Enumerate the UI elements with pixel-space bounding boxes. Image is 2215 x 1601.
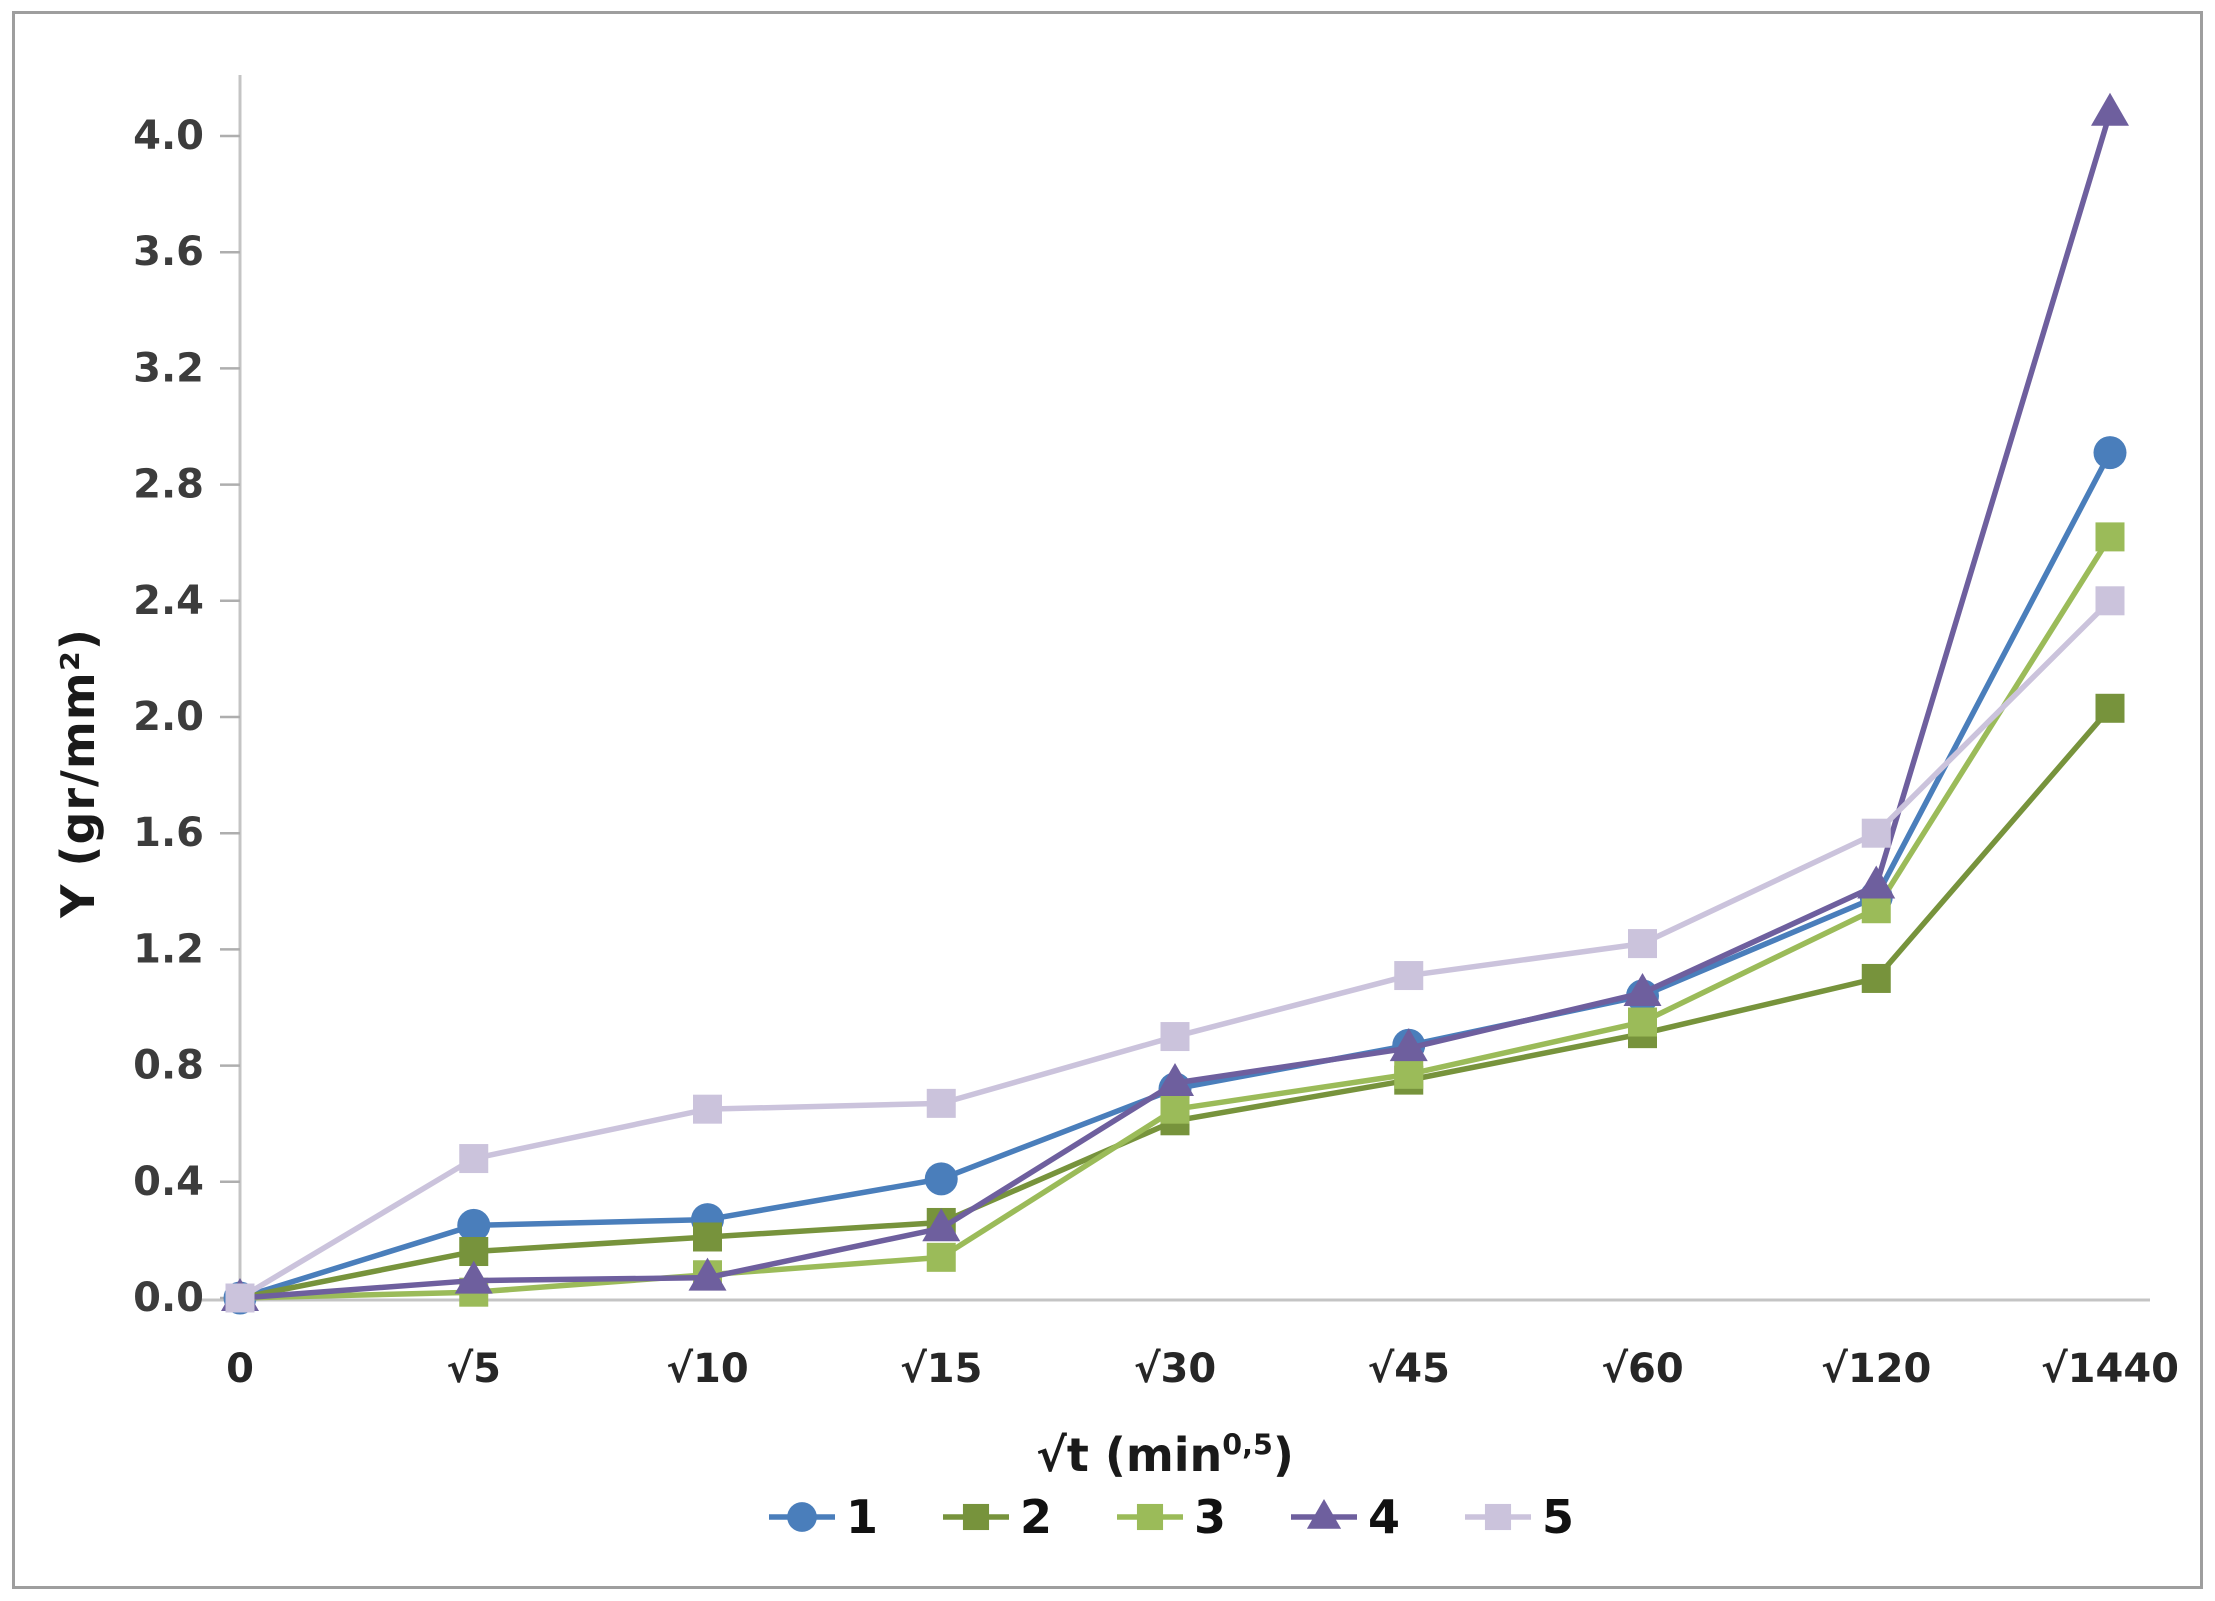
series-2-marker (693, 1222, 722, 1252)
legend-label-2: 2 (1019, 1490, 1052, 1544)
y-tick-label: 3.6 (133, 229, 204, 275)
x-tick-label: √15 (900, 1346, 982, 1392)
series-line-2 (237, 705, 2113, 1301)
y-axis-title: Y (gr/mm²) (51, 628, 105, 918)
x-tick-label: √120 (1821, 1346, 1931, 1392)
x-tick-label: √5 (446, 1346, 501, 1392)
y-tick-label: 0.4 (133, 1159, 204, 1205)
series-3-marker (1394, 1059, 1424, 1089)
x-tick-label: 0 (226, 1346, 254, 1392)
series-4-marker (1156, 1063, 1194, 1097)
series-5-marker (2095, 586, 2125, 616)
legend-marker-2 (962, 1503, 990, 1531)
series-1-marker (2093, 436, 2127, 470)
legend-circle-icon (768, 1502, 835, 1532)
legend-square-icon (942, 1503, 1009, 1531)
series-2 (225, 693, 2125, 1313)
series-5 (225, 586, 2125, 1313)
series-1-marker (924, 1162, 958, 1196)
series-5-marker (1628, 929, 1657, 959)
series-line-5 (237, 598, 2113, 1301)
legend-item-1: 1 (766, 1494, 878, 1540)
x-axis-title: √t (min0,5) (115, 1428, 2215, 1482)
series-3-marker (926, 1242, 956, 1272)
series-5-marker (926, 1088, 956, 1118)
x-tick-label: √1440 (2041, 1346, 2179, 1392)
series-5-marker (1394, 961, 1424, 991)
x-axis-title-superscript: 0,5 (1222, 1428, 1273, 1462)
series-line-1 (237, 449, 2113, 1301)
series-5-marker (459, 1144, 489, 1174)
series-4-marker (922, 1208, 961, 1242)
series-4-marker (1857, 865, 1896, 899)
series-4-marker (1389, 1028, 1428, 1062)
x-tick-label: √60 (1601, 1346, 1683, 1392)
legend-marker-5 (1484, 1503, 1512, 1531)
series-4-marker (688, 1257, 727, 1291)
x-axis-title-close: ) (1272, 1428, 1294, 1482)
y-tick-label: 1.6 (133, 810, 204, 856)
y-tick-label: 0.8 (133, 1043, 204, 1089)
series-5-marker (1861, 818, 1891, 848)
legend-item-4: 4 (1288, 1494, 1400, 1540)
legend-triangle-icon (1291, 1499, 1357, 1529)
legend-label-5: 5 (1542, 1490, 1575, 1544)
y-tick-label: 3.2 (133, 345, 204, 391)
y-tick-label: 2.0 (133, 694, 204, 740)
series-5-marker (225, 1283, 255, 1313)
y-tick-label: 4.0 (133, 113, 204, 159)
series-3-marker (1861, 894, 1891, 924)
legend: 1 2 3 4 5 (125, 1494, 2215, 1540)
y-tick-label: 0.0 (133, 1275, 204, 1321)
series-3-marker (2095, 522, 2125, 552)
legend-marker-3 (1136, 1503, 1164, 1531)
series-3 (225, 522, 2125, 1313)
y-tick-label: 1.2 (133, 926, 204, 972)
legend-item-2: 2 (940, 1494, 1052, 1540)
x-tick-label: √30 (1134, 1346, 1216, 1392)
series-3-marker (1160, 1094, 1190, 1124)
y-tick-label: 2.4 (133, 578, 204, 624)
x-axis-title-text: √t (min (1036, 1428, 1223, 1482)
series-5-marker (1160, 1022, 1190, 1052)
legend-square-icon (1116, 1503, 1183, 1531)
y-tick-label: 2.8 (133, 462, 204, 508)
series-4-marker (454, 1260, 493, 1294)
legend-item-5: 5 (1462, 1494, 1574, 1540)
legend-square-icon (1465, 1503, 1532, 1531)
legend-marker-1 (787, 1502, 817, 1532)
series-2-marker (2095, 693, 2125, 723)
legend-label-3: 3 (1193, 1490, 1226, 1544)
legend-item-3: 3 (1114, 1494, 1226, 1540)
series-4-marker (1623, 972, 1662, 1006)
series-4-marker (2091, 92, 2129, 126)
legend-label-4: 4 (1368, 1490, 1401, 1544)
x-tick-label: √10 (666, 1346, 748, 1392)
legend-label-1: 1 (845, 1490, 878, 1544)
legend-marker-4 (1306, 1499, 1342, 1529)
series-1 (223, 436, 2127, 1315)
series-2-marker (1861, 963, 1891, 993)
x-tick-label: √45 (1368, 1346, 1450, 1392)
series-5-marker (693, 1094, 722, 1124)
series-1-marker (457, 1208, 491, 1242)
series-3-marker (1628, 1007, 1657, 1037)
